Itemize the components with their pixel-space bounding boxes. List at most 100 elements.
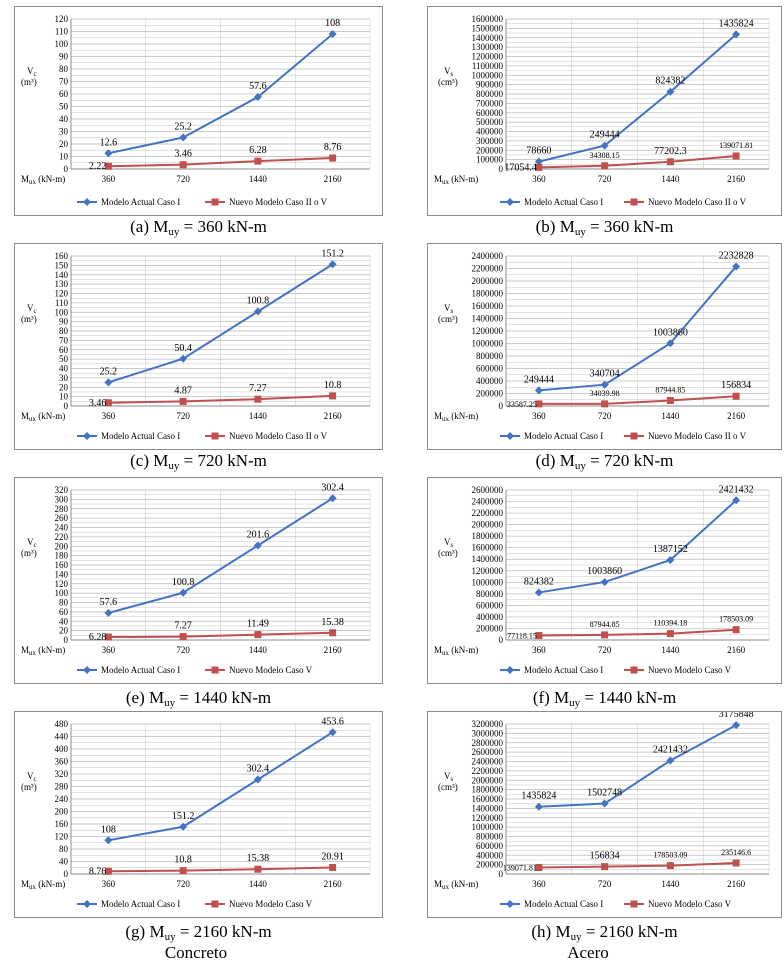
- x-axis-label: Mux (kN-m): [434, 879, 478, 891]
- x-tick-label: 1440: [249, 411, 268, 421]
- y-tick-label: 1400000: [472, 554, 504, 564]
- data-point-nuevo: [666, 397, 674, 405]
- y-tick-label: 100000: [476, 155, 504, 165]
- y-tick-label: 500000: [476, 117, 504, 127]
- data-point-actual: [328, 494, 337, 503]
- data-point-actual: [600, 799, 609, 808]
- y-tick-label: 400: [55, 744, 69, 754]
- svg-text:Nuevo Modelo Caso II o V: Nuevo Modelo Caso II o V: [229, 431, 328, 441]
- y-tick-label: 40: [59, 616, 69, 626]
- y-tick-label: 1100000: [472, 61, 504, 71]
- legend-item-nuevo: Nuevo Modelo Caso II o V: [624, 431, 747, 441]
- series-line-actual: [538, 724, 737, 808]
- data-label: 6.28: [89, 632, 107, 643]
- data-label: 1435824: [521, 791, 556, 802]
- data-label: 78660: [526, 146, 551, 157]
- y-tick-label: 1200000: [472, 52, 504, 62]
- y-tick-label: 50: [59, 102, 69, 112]
- y-tick-label: 1600000: [472, 14, 504, 24]
- x-tick-label: 1440: [249, 645, 268, 655]
- y-tick-label: 0: [64, 401, 69, 411]
- data-point-actual: [104, 149, 113, 158]
- data-label: 178503.09: [719, 615, 753, 624]
- y-tick-label: 0: [499, 635, 504, 645]
- y-tick-label: 80: [59, 844, 69, 854]
- series-line-actual: [108, 33, 334, 155]
- svg-text:Vs: Vs: [444, 537, 454, 549]
- chart-caption-g: (g) Muy = 2160 kN-m: [125, 922, 272, 943]
- data-point-nuevo: [601, 162, 609, 170]
- data-point-actual: [104, 609, 113, 617]
- data-point-actual: [253, 93, 262, 101]
- y-tick-label: 1800000: [472, 785, 504, 795]
- legend-item-actual: Modelo Actual Caso I: [500, 431, 603, 441]
- svg-text:Modelo Actual Caso I: Modelo Actual Caso I: [524, 899, 603, 909]
- x-tick-label: 360: [102, 174, 116, 184]
- data-point-nuevo: [535, 632, 543, 640]
- data-label: 100.8: [172, 577, 195, 588]
- legend-item-nuevo: Nuevo Modelo Caso II o V: [624, 197, 747, 207]
- x-tick-label: 720: [598, 645, 612, 655]
- chart-g: 0 40 80 120 160 200 240 280 320 360 400 440 480 360 72…: [14, 711, 383, 918]
- y-tick-label: 20: [59, 626, 69, 636]
- x-axis-label: Mux (kN-m): [434, 411, 478, 423]
- data-label: 25.2: [174, 122, 192, 133]
- data-point-nuevo: [535, 163, 543, 171]
- y-tick-label: 2000000: [472, 520, 504, 530]
- data-point-nuevo: [104, 399, 112, 407]
- data-label: 100.8: [247, 296, 270, 307]
- data-point-nuevo: [732, 392, 740, 400]
- y-tick-label: 1200000: [472, 326, 504, 336]
- chart-caption-d: (d) Muy = 720 kN-m: [535, 451, 674, 472]
- x-tick-label: 1440: [661, 879, 680, 889]
- y-tick-label: 280: [55, 782, 69, 792]
- x-tick-label: 2160: [324, 174, 343, 184]
- y-tick-label: 2200000: [472, 264, 504, 274]
- y-tick-label: 320: [55, 769, 69, 779]
- data-point-actual: [534, 157, 543, 166]
- y-tick-label: 40: [59, 114, 69, 124]
- svg-text:Nuevo Modelo Caso V: Nuevo Modelo Caso V: [229, 899, 313, 909]
- data-point-actual: [328, 260, 337, 269]
- data-label: 156834: [721, 380, 751, 391]
- data-label: 57.6: [100, 597, 118, 608]
- data-point-nuevo: [666, 862, 674, 870]
- x-axis-label: Mux (kN-m): [21, 411, 65, 423]
- footer-label-acero: Acero: [567, 943, 609, 962]
- svg-text:Vc: Vc: [27, 303, 37, 315]
- svg-text:Nuevo Modelo Caso II o V: Nuevo Modelo Caso II o V: [648, 197, 747, 207]
- y-tick-label: 120: [55, 579, 69, 589]
- data-point-nuevo: [254, 631, 262, 639]
- data-label: 302.4: [247, 764, 270, 775]
- data-point-nuevo: [179, 161, 187, 169]
- svg-text:(m³): (m³): [21, 782, 37, 792]
- data-point-nuevo: [601, 631, 609, 639]
- data-point-actual: [253, 307, 262, 316]
- y-tick-label: 2800000: [472, 738, 504, 748]
- y-tick-label: 110: [55, 298, 69, 308]
- y-tick-label: 100: [55, 588, 69, 598]
- y-axis-label: Vs(cm³): [438, 66, 458, 87]
- y-tick-label: 2600000: [472, 747, 504, 757]
- data-point-nuevo: [179, 867, 187, 875]
- data-label: 249444: [590, 130, 620, 141]
- x-tick-label: 360: [532, 645, 546, 655]
- x-tick-label: 720: [598, 879, 612, 889]
- data-label: 156834: [590, 851, 620, 862]
- data-point-nuevo: [104, 867, 112, 875]
- data-point-nuevo: [732, 859, 740, 867]
- data-point-actual: [179, 822, 188, 831]
- svg-text:(m³): (m³): [21, 548, 37, 558]
- y-tick-label: 700000: [476, 98, 504, 108]
- data-point-actual: [600, 141, 609, 150]
- y-tick-label: 220: [55, 532, 69, 542]
- x-tick-label: 2160: [727, 174, 746, 184]
- y-tick-label: 1400000: [472, 314, 504, 324]
- data-label: 10.8: [174, 855, 192, 866]
- y-tick-label: 1600000: [472, 543, 504, 553]
- data-label: 453.6: [321, 716, 344, 727]
- data-point-nuevo: [732, 152, 740, 160]
- legend-item-actual: Modelo Actual Caso I: [77, 197, 180, 207]
- y-tick-label: 600000: [476, 841, 504, 851]
- y-tick-label: 800000: [476, 89, 504, 99]
